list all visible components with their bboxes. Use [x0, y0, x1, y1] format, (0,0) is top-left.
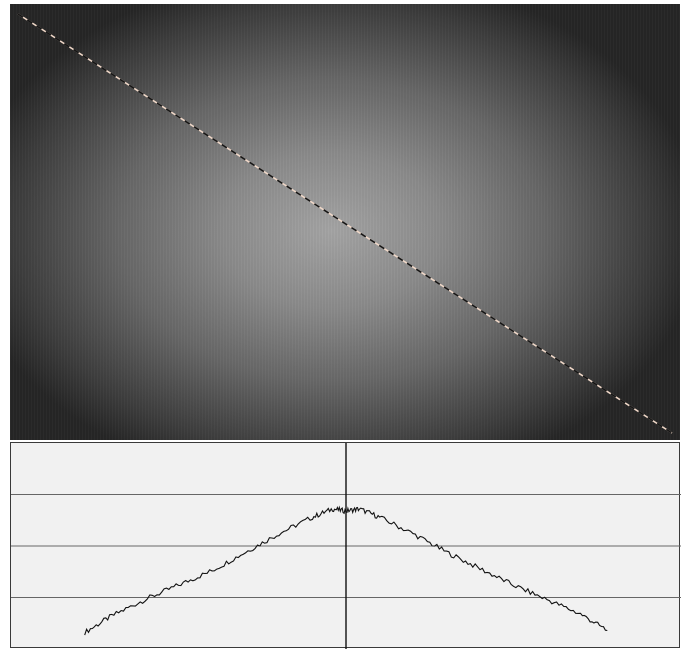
intensity-profile-chart: [10, 442, 681, 649]
profile-line-dark: [17, 13, 673, 434]
viewer-frame: [10, 4, 681, 649]
profile-line-overlay: [17, 13, 673, 434]
image-view[interactable]: [10, 4, 680, 440]
profile-series-line-1: [84, 505, 608, 636]
profile-chart-svg: [11, 443, 681, 649]
